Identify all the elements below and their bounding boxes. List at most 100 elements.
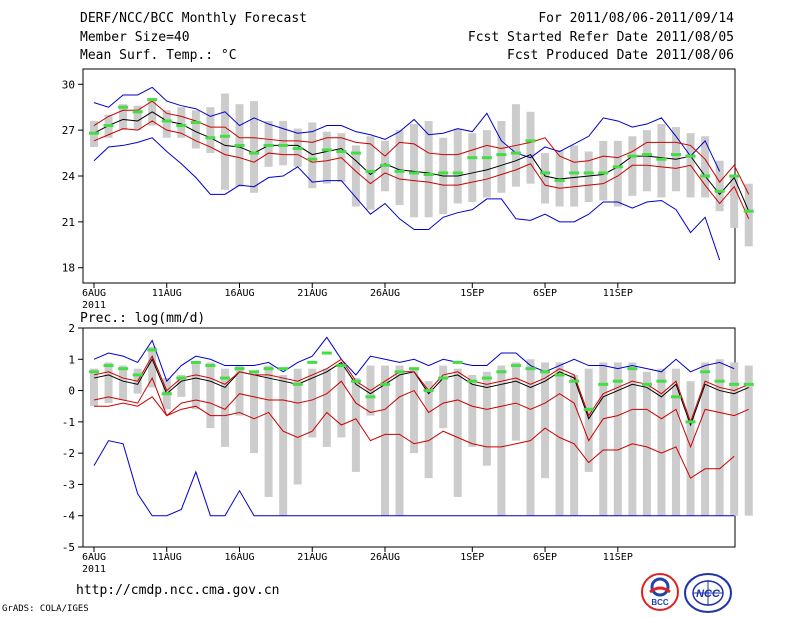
member-marker [365,395,376,399]
member-marker [307,157,318,161]
ensemble-box [235,365,244,416]
ensemble-box [584,368,593,472]
member-marker [263,367,274,371]
ensemble-box [570,374,579,516]
x-tick-label: 1SEP [460,552,484,563]
ncc-logo: NCC [684,573,732,613]
ensemble-box [715,359,724,516]
member-marker [89,131,99,135]
forecast-period: For 2011/08/06-2011/09/14 [538,11,734,26]
chart-title: DERF/NCC/BCC Monthly Forecast [80,11,307,26]
member-marker [380,163,390,167]
ensemble-box [293,368,302,485]
ensemble-box [497,120,506,193]
series-spread_hi-line [93,355,749,424]
ensemble-box [133,105,142,131]
member-marker [147,348,158,352]
member-marker [627,367,638,371]
ensemble-box [468,133,477,202]
ensemble-box [657,368,666,516]
member-marker [118,367,129,371]
ensemble-box [541,362,550,479]
ensemble-box [599,362,608,516]
x-tick-label: 16AUG [224,552,254,563]
ensemble-box [511,362,520,441]
ensemble-box [453,128,462,204]
member-marker [598,171,609,175]
series-mean-line [93,358,749,427]
ensemble-box [337,365,346,438]
y-tick-label: -1 [62,416,75,429]
ensemble-box [730,362,739,516]
ensemble-box [220,93,229,190]
ensemble-box [439,365,448,429]
x-tick-label: 1SEP [460,288,484,299]
member-marker [249,370,260,374]
ensemble-box [701,136,710,198]
member-marker [554,373,565,377]
member-marker [671,395,681,399]
series-min-line [93,137,721,261]
member-marker [161,119,172,123]
member-marker [219,134,230,138]
ensemble-box [90,368,98,407]
ensemble-box [628,136,637,196]
plot-frame-0 [82,68,736,284]
ensemble-box [119,365,128,400]
series-max-line [93,336,735,383]
ensemble-box [279,374,288,516]
member-marker [234,143,245,147]
member-marker [132,110,143,114]
member-marker [714,189,725,193]
member-marker [700,174,711,178]
member-marker [467,156,478,160]
member-marker [583,171,594,175]
ensemble-box [613,362,622,516]
member-marker [641,382,652,386]
member-marker [496,370,507,374]
ensemble-box [526,359,535,516]
member-marker [365,169,376,173]
ensemble-box [424,120,433,218]
ensemble-box [351,378,360,472]
member-marker [641,153,652,157]
member-marker [729,382,740,386]
member-marker [263,143,274,147]
y-tick-label: 30 [62,78,75,91]
series-min-line [93,440,735,517]
member-marker [336,364,347,368]
ensemble-box [119,104,128,131]
ensemble-box [162,110,171,138]
y-tick-label: 1 [68,353,75,366]
ensemble-box [424,381,433,479]
year-label: 2011 [82,564,106,575]
ensemble-box [148,99,157,126]
ensemble-box [104,362,113,404]
ensemble-box [642,130,651,192]
ensemble-box [599,140,608,201]
member-marker [612,379,623,383]
x-tick-label: 6SEP [533,288,557,299]
member-marker [510,151,521,155]
ensemble-box [744,183,753,247]
ensemble-box [686,381,695,516]
member-marker [321,351,332,355]
x-tick-label: 21AUG [297,288,327,299]
ensemble-box [744,365,753,516]
x-tick-label: 11AUG [152,288,182,299]
member-marker [554,179,565,183]
member-marker [103,124,114,128]
ensemble-box [715,160,724,212]
bcc-logo: BCC [641,573,679,611]
ensemble-box [526,111,535,184]
member-marker [452,360,463,364]
member-marker [161,392,172,396]
ensemble-box [148,346,157,388]
member-marker [743,382,754,386]
member-marker [510,364,521,368]
ensemble-box [395,130,404,206]
y-tick-label: -5 [62,541,75,554]
forecast-started: Fcst Started Refer Date 2011/08/05 [467,30,734,45]
ensemble-box [497,365,506,516]
ensemble-box [482,130,491,198]
